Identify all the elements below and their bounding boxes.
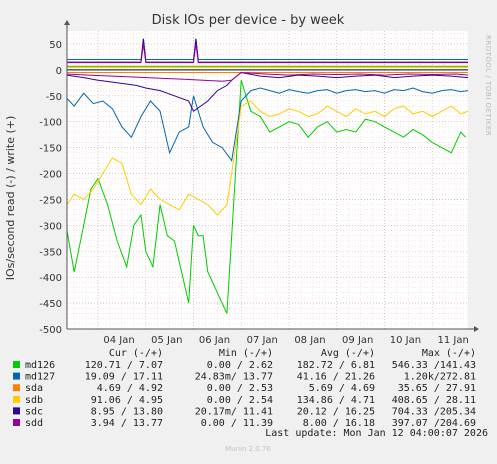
series-lines xyxy=(66,38,469,314)
legend-cur-sda: 4.69 / 4.92 xyxy=(97,383,163,394)
y-tick-label: -200 xyxy=(39,170,62,181)
y-tick-label: -100 xyxy=(39,118,62,129)
legend-avg-sdc: 20.12 / 16.25 xyxy=(297,406,375,417)
y-tick-label: -500 xyxy=(39,325,62,336)
y-axis-arrow xyxy=(64,20,70,25)
series-line-md126-read xyxy=(66,80,466,314)
series-line-sdb-read xyxy=(66,100,469,216)
y-tick-label: -350 xyxy=(39,247,62,258)
legend-swatch-sdd xyxy=(13,419,20,426)
legend-max-sdc: 704.33 /205.34 xyxy=(392,406,476,417)
legend-name-sda: sda xyxy=(25,383,43,394)
legend-avg-md127: 41.16 / 21.26 xyxy=(297,372,375,383)
x-axis-arrow xyxy=(474,326,479,332)
plot-area xyxy=(67,31,468,329)
legend-header: Cur (-/+) xyxy=(109,348,163,359)
x-tick-label: 05 Jan xyxy=(151,335,182,346)
legend-name-sdb: sdb xyxy=(25,395,43,406)
x-tick-label: 10 Jan xyxy=(390,335,421,346)
legend-cur-sdb: 91.06 / 4.95 xyxy=(91,395,163,406)
legend-min-sdb: 0.00 / 2.54 xyxy=(207,395,273,406)
legend-avg-sdb: 134.86 / 4.71 xyxy=(297,395,375,406)
legend-header: Max (-/+) xyxy=(422,348,476,359)
legend-name-sdd: sdd xyxy=(25,418,43,429)
legend-avg-sda: 5.69 / 4.69 xyxy=(309,383,375,394)
x-tick-label: 11 Jan xyxy=(438,335,469,346)
series-line-sdd-write xyxy=(67,43,468,64)
legend-min-sda: 0.00 / 2.53 xyxy=(207,383,273,394)
legend-min-md126: 0.00 / 2.62 xyxy=(207,360,273,371)
legend-cur-sdc: 8.95 / 13.80 xyxy=(91,406,163,417)
y-tick-label: -150 xyxy=(39,144,62,155)
legend-max-sda: 35.65 / 27.91 xyxy=(398,383,476,394)
legend-swatch-sda xyxy=(13,384,20,392)
legend: Cur (-/+) Min (-/+) Avg (-/+) Max (-/+) md12… xyxy=(13,348,476,429)
legend-min-md127: 24.83m/ 13.77 xyxy=(195,372,273,383)
legend-swatch-sdc xyxy=(13,407,20,415)
y-tick-label: -250 xyxy=(39,195,62,206)
y-tick-label: -300 xyxy=(39,221,62,232)
x-tick-label: 09 Jan xyxy=(342,335,373,346)
y-tick-label: -50 xyxy=(46,92,62,103)
legend-name-md126: md126 xyxy=(25,360,55,371)
legend-max-md127: 1.20k/272.81 xyxy=(404,372,476,383)
legend-cur-sdd: 3.94 / 13.77 xyxy=(91,418,163,429)
rrdtool-watermark: RRDTOOL / TOBI OETIKER xyxy=(484,35,492,136)
legend-avg-sdd: 8.00 / 16.18 xyxy=(303,418,375,429)
y-tick-label: 0 xyxy=(56,66,62,77)
y-tick-label: -450 xyxy=(39,299,62,310)
legend-swatch-sdb xyxy=(13,395,20,403)
y-tick-label: 50 xyxy=(49,40,62,51)
y-tick-label: -400 xyxy=(39,273,62,284)
legend-min-sdc: 20.17m/ 11.41 xyxy=(195,406,273,417)
y-axis-label: IOs/second read (-) / write (+) xyxy=(4,116,17,281)
legend-header: Avg (-/+) xyxy=(321,348,375,359)
legend-avg-md126: 182.72 / 6.81 xyxy=(297,360,375,371)
last-update: Last update: Mon Jan 12 04:00:07 2026 xyxy=(265,428,488,439)
x-tick-label: 04 Jan xyxy=(103,335,134,346)
x-tick-label: 06 Jan xyxy=(199,335,230,346)
legend-name-sdc: sdc xyxy=(25,406,43,417)
legend-max-sdd: 397.07 /204.69 xyxy=(392,418,476,429)
series-line-md127-read xyxy=(66,87,469,162)
legend-cur-md126: 120.71 / 7.07 xyxy=(85,360,163,371)
x-tick-label: 08 Jan xyxy=(294,335,325,346)
axes: 50 0 -50 -100 -150 -200 -250 -300 -350 -400 -450 -5… xyxy=(39,20,479,346)
series-line-sdd-read xyxy=(66,71,469,82)
legend-cur-md127: 19.09 / 17.11 xyxy=(85,372,163,383)
x-tick-label: 07 Jan xyxy=(247,335,278,346)
legend-name-md127: md127 xyxy=(25,372,55,383)
legend-min-sdd: 0.00 / 11.39 xyxy=(201,418,273,429)
legend-max-sdb: 408.65 / 28.11 xyxy=(392,395,476,406)
legend-header: Min (-/+) xyxy=(219,348,273,359)
munin-version: Munin 2.0.76 xyxy=(225,445,271,453)
legend-swatch-md127 xyxy=(13,372,20,380)
legend-swatch-md126 xyxy=(13,361,20,368)
chart-title: Disk IOs per device - by week xyxy=(152,13,345,28)
legend-max-md126: 546.33 /141.43 xyxy=(392,360,476,371)
